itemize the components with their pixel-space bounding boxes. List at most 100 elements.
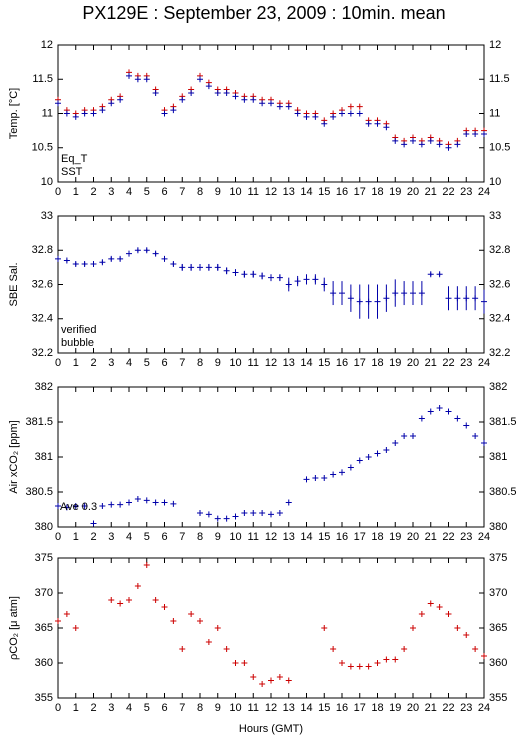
y-tick-label: 375: [35, 552, 53, 564]
x-tick-label: 21: [425, 357, 437, 369]
y-tick-label: 11: [42, 107, 53, 119]
x-tick-label: 5: [144, 702, 150, 714]
x-tick-label: 11: [248, 531, 259, 543]
data-point: [436, 271, 443, 278]
x-tick-label: 17: [354, 357, 366, 369]
x-tick-label: 17: [354, 531, 366, 543]
data-point: [134, 583, 141, 589]
data-point: [321, 475, 328, 481]
x-tick-label: 5: [144, 357, 150, 369]
data-point: [250, 96, 257, 103]
data-point: [374, 660, 381, 666]
data-point: [285, 499, 292, 506]
legend-entry: Eq_T: [61, 153, 88, 165]
x-tick-label: 0: [55, 531, 61, 543]
data-point: [383, 447, 390, 453]
data-point: [276, 510, 283, 516]
data-point: [312, 113, 319, 120]
x-tick-label: 17: [354, 186, 366, 198]
data-point: [463, 131, 470, 138]
y-tick-label-right: 32.6: [489, 278, 510, 290]
x-tick-label: 24: [478, 531, 490, 543]
data-point: [108, 255, 115, 262]
data-point: [126, 597, 132, 603]
data-point: [250, 271, 257, 278]
data-point: [99, 107, 106, 114]
data-point: [223, 515, 230, 522]
data-point: [374, 120, 381, 127]
data-point: [259, 100, 266, 107]
x-tick-label: 3: [108, 702, 114, 714]
data-point: [276, 274, 283, 281]
data-point: [285, 103, 292, 110]
data-point: [268, 511, 274, 518]
x-tick-label: 15: [318, 531, 330, 543]
x-tick-label: 14: [300, 357, 312, 369]
data-point: [472, 295, 479, 302]
data-point: [126, 499, 132, 506]
data-point: [374, 298, 381, 305]
x-tick-label: 6: [161, 531, 167, 543]
data-point: [276, 674, 283, 680]
data-point: [427, 271, 434, 278]
y-tick-label-right: 10.5: [489, 142, 510, 154]
x-tick-label: 20: [407, 702, 419, 714]
x-tick-label: 20: [407, 186, 419, 198]
data-point: [99, 503, 106, 509]
y-axis-title: SBE Sal.: [8, 262, 20, 306]
x-tick-label: 11: [248, 186, 259, 198]
data-point: [241, 96, 248, 103]
data-point: [232, 513, 239, 520]
x-tick-label: 24: [478, 357, 490, 369]
data-point: [356, 663, 363, 670]
data-point: [365, 663, 372, 670]
data-point: [463, 295, 470, 302]
data-point: [410, 290, 416, 297]
data-point: [356, 298, 363, 305]
y-tick-label: 360: [35, 657, 53, 669]
data-point: [339, 469, 345, 476]
data-point: [339, 290, 345, 297]
data-point: [285, 677, 292, 684]
data-point: [126, 72, 132, 79]
x-tick-label: 7: [179, 702, 185, 714]
data-point: [445, 611, 452, 617]
data-point: [347, 103, 354, 110]
data-point: [321, 120, 328, 127]
x-tick-label: 8: [197, 186, 203, 198]
y-tick-label-right: 33: [489, 210, 501, 222]
x-tick-label: 15: [318, 357, 330, 369]
data-point: [268, 274, 274, 281]
data-point: [268, 677, 274, 684]
data-point: [223, 646, 230, 652]
plot-frame: [57, 44, 485, 183]
data-point: [170, 107, 177, 114]
data-point: [117, 600, 124, 607]
y-tick-label-right: 375: [489, 552, 507, 564]
data-point: [454, 295, 461, 302]
data-point: [241, 271, 248, 278]
data-point: [436, 141, 443, 148]
x-tick-label: 10: [229, 702, 241, 714]
data-point: [117, 255, 124, 262]
data-point: [294, 278, 301, 285]
data-point: [161, 255, 168, 262]
data-point: [418, 611, 425, 617]
data-point: [259, 510, 266, 516]
y-tick-label-right: 370: [489, 587, 507, 599]
legend-entry: SST: [61, 166, 83, 178]
y-tick-label-right: 380: [489, 521, 507, 533]
data-point: [347, 110, 354, 117]
data-point: [339, 660, 345, 666]
data-point: [418, 141, 425, 148]
data-point: [303, 476, 310, 483]
data-point: [401, 433, 408, 439]
x-tick-label: 24: [478, 186, 490, 198]
y-tick-label-right: 32.4: [489, 313, 510, 325]
data-point: [294, 110, 301, 117]
data-point: [436, 405, 443, 411]
x-tick-label: 12: [265, 357, 277, 369]
data-point: [170, 260, 177, 267]
x-tick-label: 11: [248, 357, 259, 369]
y-tick-label-right: 365: [489, 622, 507, 634]
